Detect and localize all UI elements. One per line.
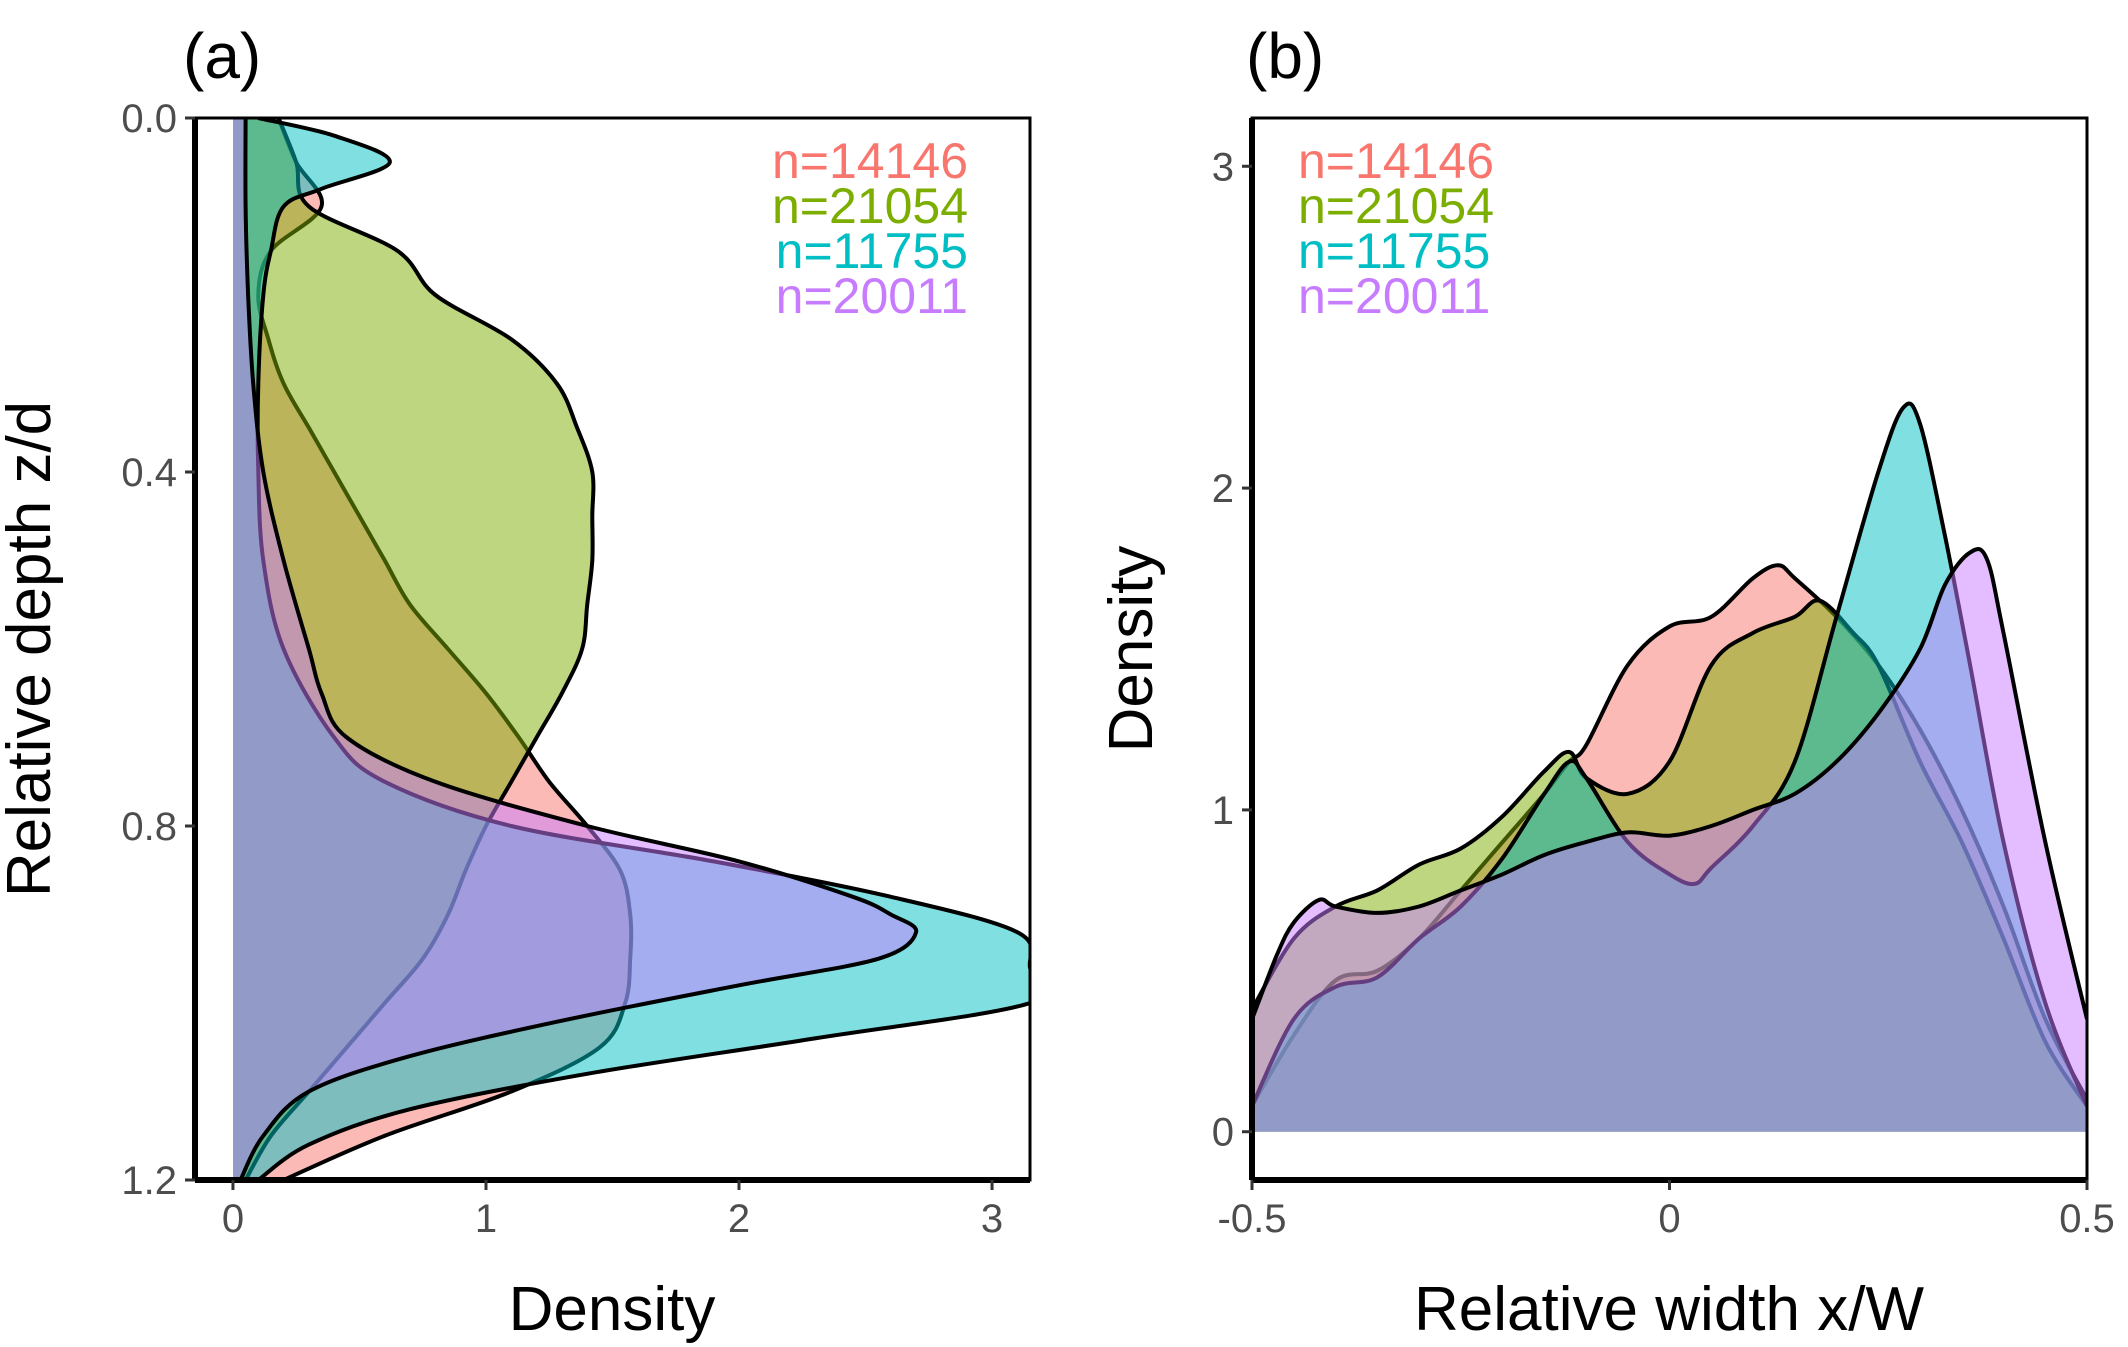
- panel-a-x-tick-label: 1: [475, 1197, 497, 1241]
- panel-a-legend-entry: n=21054: [772, 178, 968, 234]
- panel-a-curve-4: [238, 118, 919, 1180]
- panel-a-x-tick-label: 0: [222, 1197, 244, 1241]
- panel-b-area-4: [1252, 548, 2087, 1132]
- panel-b-y-tick-label: 2: [1212, 467, 1234, 511]
- panel-b-x-axis-title: Relative width x/W: [1414, 1275, 1924, 1344]
- panel-b-x-tick-label: 0.5: [2059, 1197, 2115, 1241]
- panel-a-ticks: 0 1 2 3 0.0 0.4 0.8 1.2: [121, 97, 1003, 1241]
- panel-b-y-tick-label: 1: [1212, 789, 1234, 833]
- panel-b-x-tick-label: -0.5: [1218, 1197, 1287, 1241]
- panel-a-label: (a): [183, 20, 261, 92]
- panel-b: (b) -0.5 0 0.5 0 1 2 3 n=14146n=21054n=11755n=…: [1097, 20, 2115, 1344]
- panel-a-y-tick-label: 0.0: [121, 97, 177, 141]
- panel-b-legend-entry: n=21054: [1298, 178, 1494, 234]
- panel-b-y-tick-label: 3: [1212, 145, 1234, 189]
- panel-b-ticks: -0.5 0 0.5 0 1 2 3: [1212, 145, 2115, 1241]
- panel-b-label: (b): [1246, 20, 1324, 92]
- panel-b-curve-4: [1252, 547, 2087, 1020]
- panel-b-y-tick-label: 0: [1212, 1111, 1234, 1155]
- panel-a-y-tick-label: 1.2: [121, 1159, 177, 1203]
- panel-a-area-4: [233, 118, 917, 1180]
- panel-a-y-axis-title: Relative depth z/d: [0, 401, 64, 897]
- panel-b-legend-entry: n=11755: [1298, 223, 1490, 279]
- panel-a-density-areas: [233, 118, 1030, 1180]
- panel-b-y-axis-title: Density: [1097, 546, 1166, 753]
- panel-a-y-tick-label: 0.4: [121, 451, 177, 495]
- panel-a-y-tick-label: 0.8: [121, 805, 177, 849]
- panel-a: (a) 0 1 2 3 0.0 0.4 0.8 1.2 n=14146n=21054n=117…: [0, 20, 1032, 1344]
- panel-b-density-areas: [1252, 401, 2087, 1132]
- panel-a-x-tick-label: 2: [728, 1197, 750, 1241]
- panel-b-x-tick-label: 0: [1658, 1197, 1680, 1241]
- panel-a-legend-entry: n=14146: [772, 133, 968, 189]
- panel-a-x-axis-title: Density: [509, 1275, 716, 1344]
- panel-a-x-tick-label: 3: [981, 1197, 1003, 1241]
- panel-a-legend-entry: n=11755: [776, 223, 968, 279]
- panel-b-legend-entry: n=14146: [1298, 133, 1494, 189]
- panel-a-legend-entry: n=20011: [776, 268, 968, 324]
- panel-b-legend-entry: n=20011: [1298, 268, 1490, 324]
